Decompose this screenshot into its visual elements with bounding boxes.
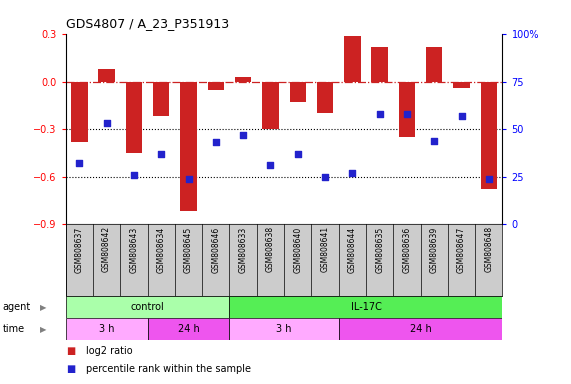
Bar [399, 82, 415, 137]
Text: GSM808644: GSM808644 [348, 226, 357, 273]
Point [102, 121, 111, 127]
Text: control: control [131, 302, 164, 312]
Text: time: time [3, 324, 25, 334]
Text: GSM808639: GSM808639 [430, 226, 439, 273]
Point [403, 111, 412, 117]
Bar [317, 82, 333, 113]
Text: GSM808634: GSM808634 [156, 226, 166, 273]
Text: GSM808633: GSM808633 [239, 226, 248, 273]
Point [239, 132, 248, 138]
Text: GSM808642: GSM808642 [102, 226, 111, 272]
Point [484, 175, 493, 182]
Text: ▶: ▶ [39, 324, 46, 334]
Bar [235, 77, 251, 82]
Text: GSM808635: GSM808635 [375, 226, 384, 273]
Point [184, 175, 193, 182]
Bar [66, 296, 230, 318]
Bar [153, 82, 170, 116]
Bar [71, 82, 87, 142]
Bar [208, 82, 224, 89]
Text: GDS4807 / A_23_P351913: GDS4807 / A_23_P351913 [66, 17, 229, 30]
Bar [481, 82, 497, 189]
Bar [98, 69, 115, 82]
Text: 24 h: 24 h [410, 324, 432, 334]
Bar [453, 82, 470, 88]
Bar [126, 82, 142, 153]
Bar [66, 318, 147, 340]
Text: 24 h: 24 h [178, 324, 199, 334]
Text: GSM808647: GSM808647 [457, 226, 466, 273]
Bar [371, 47, 388, 82]
Point [266, 162, 275, 168]
Bar [147, 318, 230, 340]
Point [293, 151, 302, 157]
Bar [289, 82, 306, 102]
Point [320, 174, 329, 180]
Text: ■: ■ [66, 346, 75, 356]
Text: GSM808637: GSM808637 [75, 226, 84, 273]
Point [375, 111, 384, 117]
Text: GSM808643: GSM808643 [130, 226, 138, 273]
Text: GSM808641: GSM808641 [320, 226, 329, 272]
Point [429, 137, 439, 144]
Bar [230, 296, 502, 318]
Text: 3 h: 3 h [276, 324, 292, 334]
Text: ▶: ▶ [39, 303, 46, 312]
Text: GSM808645: GSM808645 [184, 226, 193, 273]
Text: GSM808636: GSM808636 [403, 226, 412, 273]
Text: agent: agent [3, 302, 31, 312]
Text: ■: ■ [66, 364, 75, 374]
Text: 3 h: 3 h [99, 324, 114, 334]
Text: GSM808640: GSM808640 [293, 226, 302, 273]
Text: percentile rank within the sample: percentile rank within the sample [86, 364, 251, 374]
Point [457, 113, 466, 119]
Bar [180, 82, 196, 212]
Text: log2 ratio: log2 ratio [86, 346, 132, 356]
Bar [230, 318, 339, 340]
Bar [426, 47, 443, 82]
Bar [262, 82, 279, 129]
Bar [344, 36, 360, 82]
Point [75, 160, 84, 166]
Point [130, 172, 139, 178]
Text: IL-17C: IL-17C [351, 302, 381, 312]
Text: GSM808648: GSM808648 [484, 226, 493, 272]
Bar [339, 318, 502, 340]
Point [211, 139, 220, 146]
Point [156, 151, 166, 157]
Text: GSM808646: GSM808646 [211, 226, 220, 273]
Point [348, 170, 357, 176]
Text: GSM808638: GSM808638 [266, 226, 275, 272]
